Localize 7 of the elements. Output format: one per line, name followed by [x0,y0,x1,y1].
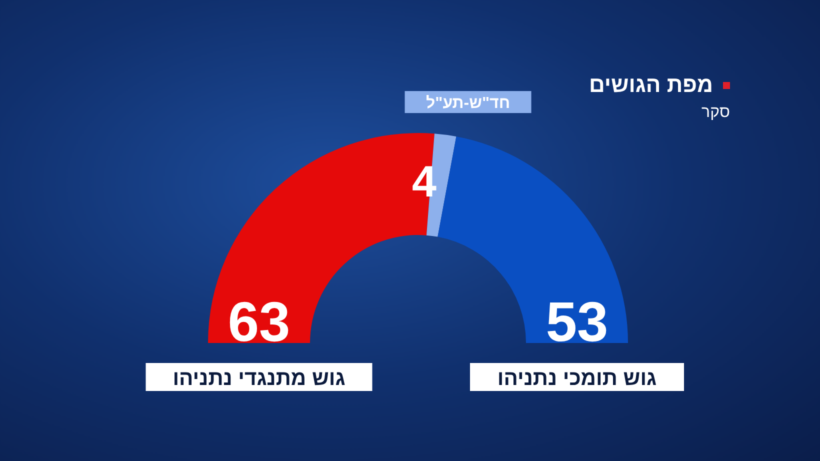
slice-label: גוש מתנגדי נתניהו [172,367,346,390]
text: סקר [700,104,730,122]
data-label: 63 [228,290,290,353]
chart-title: מפת הגושים [588,72,713,98]
slice-label: גוש תומכי נתניהו [497,367,657,390]
slice-label: חד"ש-תע"ל [426,94,510,112]
data-label: 53 [546,290,608,353]
